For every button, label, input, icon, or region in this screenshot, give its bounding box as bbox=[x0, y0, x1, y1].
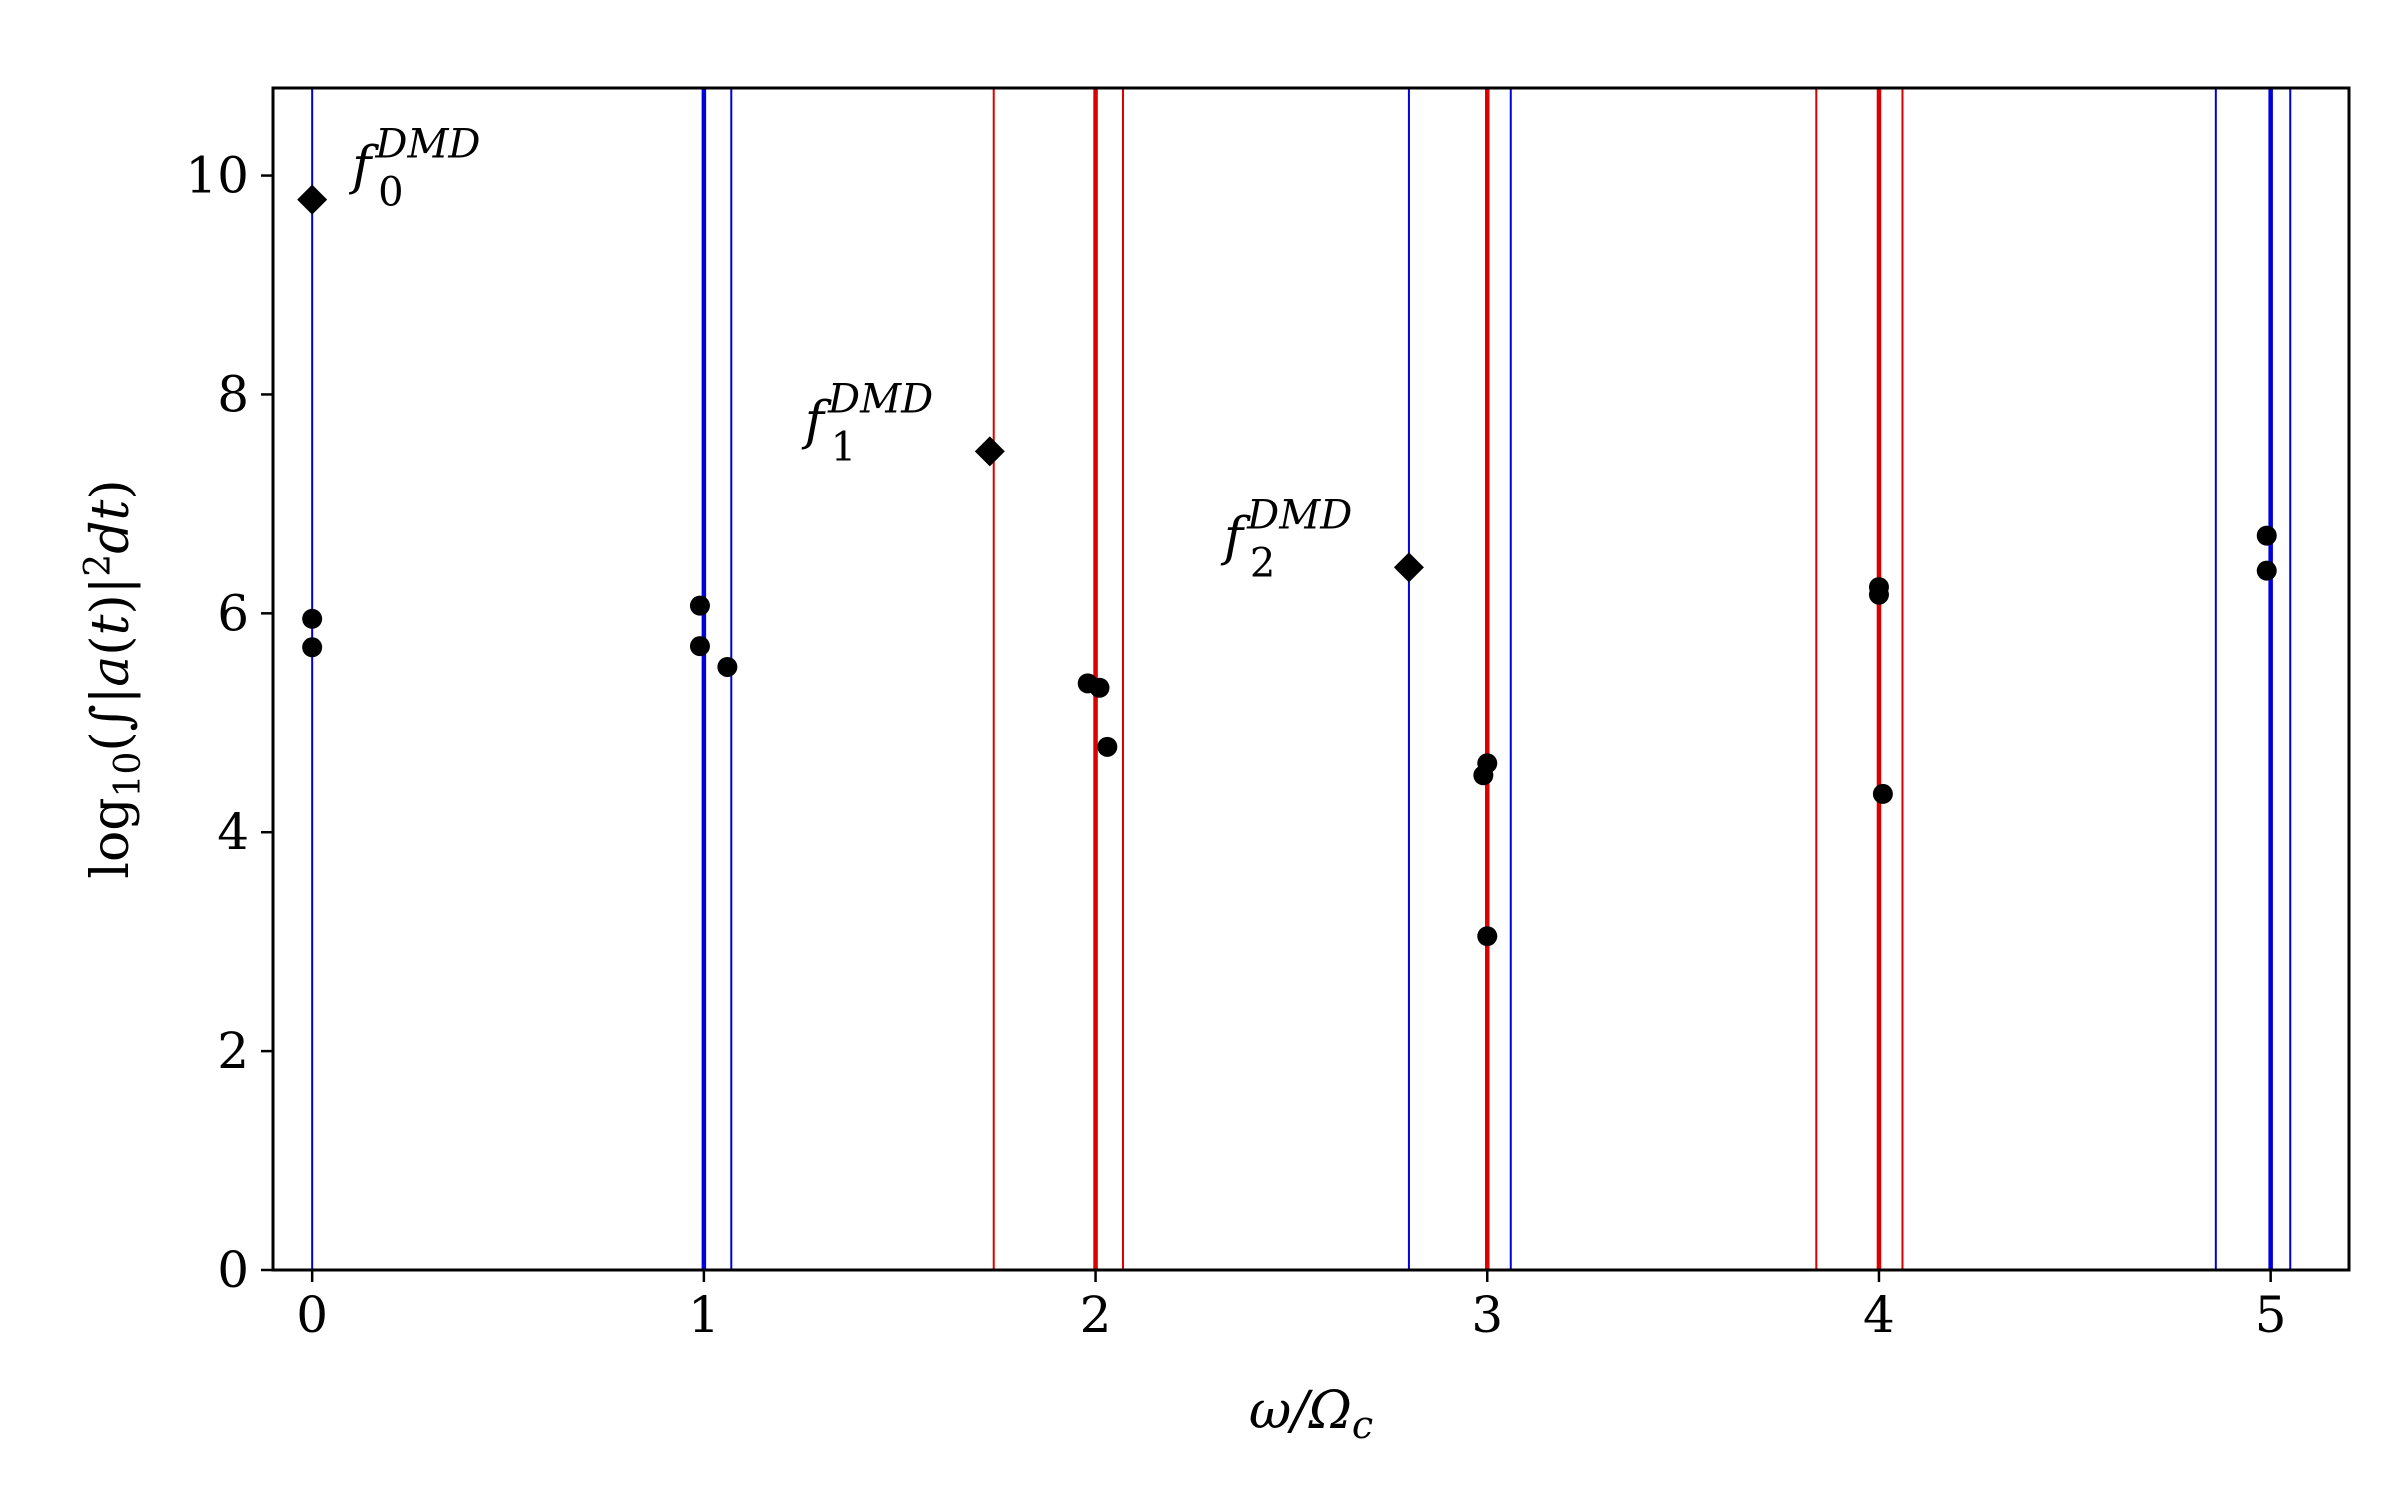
data-point bbox=[717, 656, 738, 677]
y-tick-label: 10 bbox=[185, 147, 249, 205]
data-point bbox=[689, 636, 710, 657]
svg-text:log10(∫|a(t)|2dt): log10(∫|a(t)|2dt) bbox=[78, 479, 149, 878]
y-tick-label: 0 bbox=[217, 1241, 249, 1299]
data-point bbox=[1477, 753, 1498, 774]
x-tick-label: 0 bbox=[296, 1286, 328, 1344]
x-tick-label: 3 bbox=[1471, 1286, 1503, 1344]
x-tick-label: 4 bbox=[1863, 1286, 1895, 1344]
y-tick-label: 2 bbox=[217, 1022, 249, 1080]
y-axis-label: log10(∫|a(t)|2dt) bbox=[78, 479, 149, 878]
data-point bbox=[1868, 584, 1889, 605]
dmd-diamond-marker bbox=[1393, 552, 1424, 583]
x-axis-ticks: 0 1 2 3 4 5 bbox=[296, 1270, 2287, 1344]
data-points bbox=[302, 525, 2277, 947]
x-tick-label: 1 bbox=[688, 1286, 720, 1344]
data-point bbox=[302, 637, 323, 658]
x-tick-label: 5 bbox=[2255, 1286, 2287, 1344]
dmd-markers: f DMD 0f DMD 1f DMD 2 bbox=[297, 122, 1424, 586]
dmd-diamond-marker bbox=[297, 184, 328, 215]
x-tick-label: 2 bbox=[1080, 1286, 1112, 1344]
y-tick-label: 4 bbox=[217, 803, 249, 861]
x-axis-label: ω/Ωc bbox=[1249, 1381, 1373, 1447]
data-point bbox=[1477, 926, 1498, 947]
data-point bbox=[1089, 677, 1110, 698]
y-tick-label: 8 bbox=[217, 365, 249, 423]
dmd-diamond-marker bbox=[974, 436, 1005, 467]
data-point bbox=[1872, 783, 1893, 804]
data-point bbox=[689, 595, 710, 616]
y-axis-ticks: 0 2 4 6 8 10 bbox=[185, 147, 273, 1299]
y-tick-label: 6 bbox=[217, 584, 249, 642]
dmd-label-2: f DMD 2 bbox=[1220, 492, 1352, 586]
data-point bbox=[1097, 736, 1118, 757]
data-point bbox=[2256, 560, 2277, 581]
data-point bbox=[302, 608, 323, 629]
plot-frame bbox=[271, 86, 2351, 1272]
data-point bbox=[2256, 525, 2277, 546]
